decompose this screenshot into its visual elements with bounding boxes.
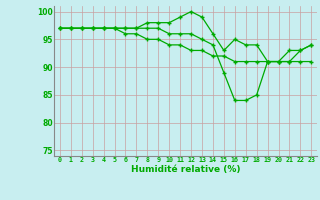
X-axis label: Humidité relative (%): Humidité relative (%): [131, 165, 240, 174]
